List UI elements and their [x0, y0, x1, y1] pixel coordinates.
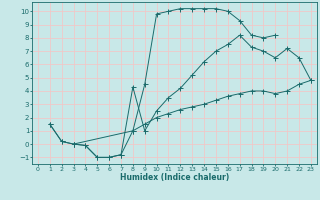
X-axis label: Humidex (Indice chaleur): Humidex (Indice chaleur) [120, 173, 229, 182]
